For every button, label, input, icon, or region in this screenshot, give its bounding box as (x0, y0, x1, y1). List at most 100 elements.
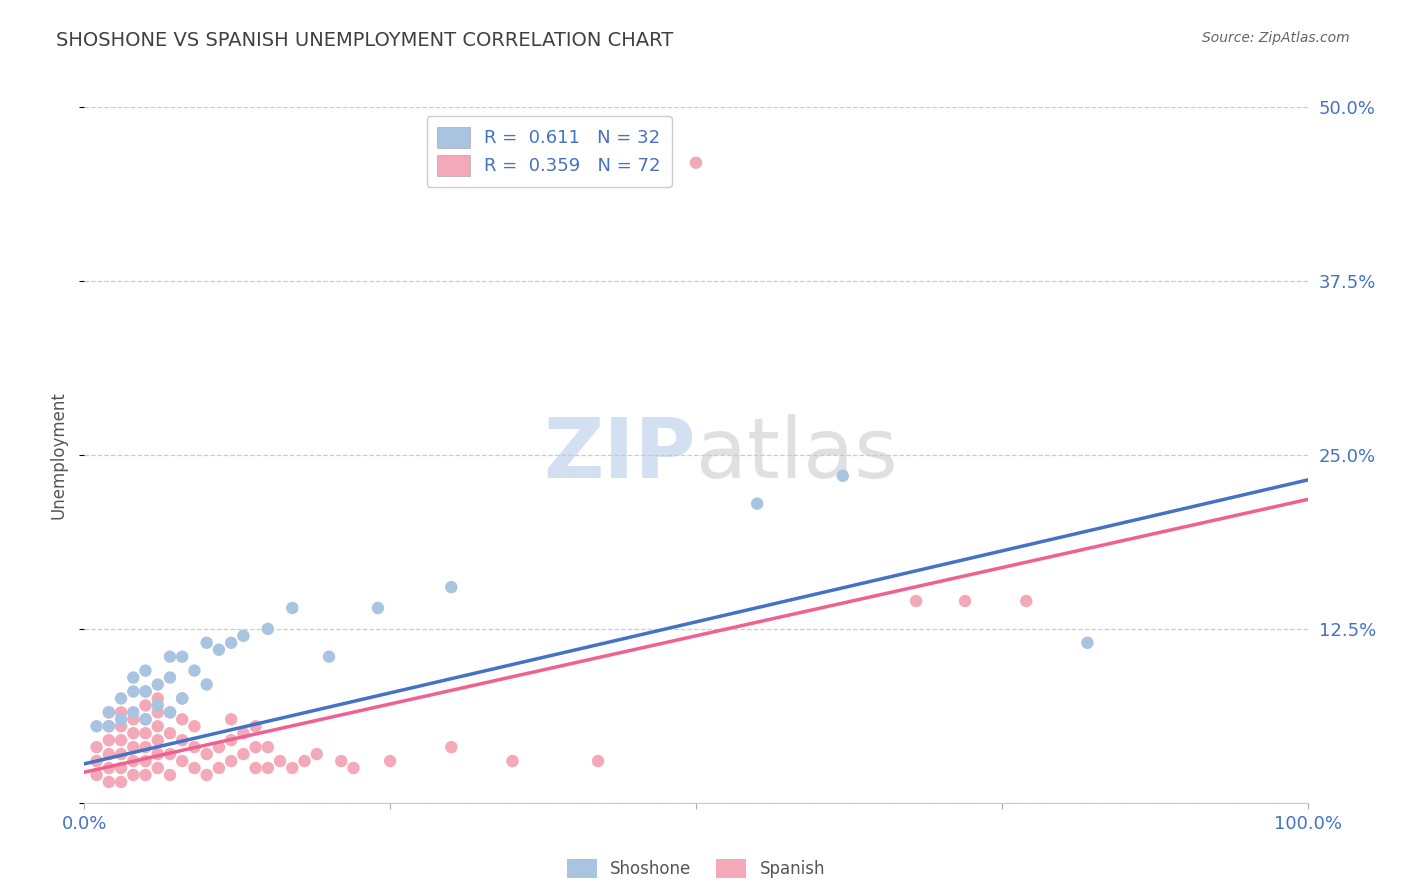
Point (146, 747, 169, 761)
Point (1015, 594, 1038, 608)
Point (146, 691, 169, 706)
Point (122, 768, 145, 782)
Point (86, 740, 108, 755)
Point (97, 733, 120, 747)
Point (172, 712, 194, 726)
Point (318, 649, 340, 664)
Point (172, 649, 194, 664)
Point (97, 747, 120, 761)
Point (245, 719, 267, 733)
Point (146, 706, 169, 720)
Point (135, 712, 157, 726)
Point (195, 747, 218, 761)
Y-axis label: Unemployment: Unemployment (49, 391, 67, 519)
Point (122, 684, 145, 698)
Point (110, 775, 132, 789)
Point (86, 754, 108, 768)
Point (305, 747, 328, 761)
Point (232, 747, 254, 761)
Point (122, 706, 145, 720)
Point (245, 761, 267, 775)
Point (183, 664, 205, 678)
Point (281, 761, 304, 775)
Point (159, 706, 181, 720)
Point (172, 691, 194, 706)
Point (195, 677, 218, 691)
Point (122, 712, 145, 726)
Point (159, 706, 181, 720)
Point (219, 636, 242, 650)
Point (330, 754, 353, 768)
Point (195, 636, 218, 650)
Point (232, 726, 254, 740)
Point (195, 768, 218, 782)
Point (86, 768, 108, 782)
Point (146, 698, 169, 713)
Point (232, 629, 254, 643)
Point (110, 706, 132, 720)
Text: Source: ZipAtlas.com: Source: ZipAtlas.com (1202, 31, 1350, 45)
Point (183, 761, 205, 775)
Point (110, 691, 132, 706)
Point (245, 740, 267, 755)
Point (183, 719, 205, 733)
Point (135, 712, 157, 726)
Point (172, 754, 194, 768)
Point (159, 649, 181, 664)
Point (747, 497, 769, 511)
Point (146, 677, 169, 691)
Point (502, 754, 524, 768)
Point (159, 768, 181, 782)
Point (257, 622, 280, 636)
Point (86, 719, 108, 733)
Point (440, 740, 463, 755)
Point (110, 747, 132, 761)
Point (1076, 636, 1098, 650)
Point (219, 712, 242, 726)
Point (146, 761, 169, 775)
Point (159, 726, 181, 740)
Point (97, 761, 120, 775)
Point (159, 747, 181, 761)
Point (135, 754, 157, 768)
Point (380, 754, 402, 768)
Point (685, 155, 707, 169)
Point (97, 706, 120, 720)
Legend: Shoshone, Spanish: Shoshone, Spanish (560, 853, 832, 885)
Point (135, 740, 157, 755)
Point (110, 712, 132, 726)
Point (110, 733, 132, 747)
Point (122, 754, 145, 768)
Point (257, 761, 280, 775)
Point (367, 601, 389, 615)
Point (953, 594, 976, 608)
Point (183, 740, 205, 755)
Point (110, 719, 132, 733)
Point (97, 719, 120, 733)
Point (281, 601, 304, 615)
Text: ZIP: ZIP (544, 415, 696, 495)
Point (146, 733, 169, 747)
Point (208, 740, 231, 755)
Point (122, 726, 145, 740)
Point (159, 671, 181, 685)
Point (97, 719, 120, 733)
Point (257, 740, 280, 755)
Point (172, 691, 194, 706)
Point (905, 594, 928, 608)
Point (294, 754, 316, 768)
Point (97, 775, 120, 789)
Point (831, 468, 853, 483)
Point (146, 719, 169, 733)
Point (219, 754, 242, 768)
Point (208, 761, 231, 775)
Point (97, 706, 120, 720)
Point (135, 698, 157, 713)
Point (135, 684, 157, 698)
Point (172, 733, 194, 747)
Text: SHOSHONE VS SPANISH UNEMPLOYMENT CORRELATION CHART: SHOSHONE VS SPANISH UNEMPLOYMENT CORRELA… (56, 31, 673, 50)
Text: atlas: atlas (696, 415, 897, 495)
Point (440, 580, 463, 594)
Point (135, 726, 157, 740)
Point (135, 684, 157, 698)
